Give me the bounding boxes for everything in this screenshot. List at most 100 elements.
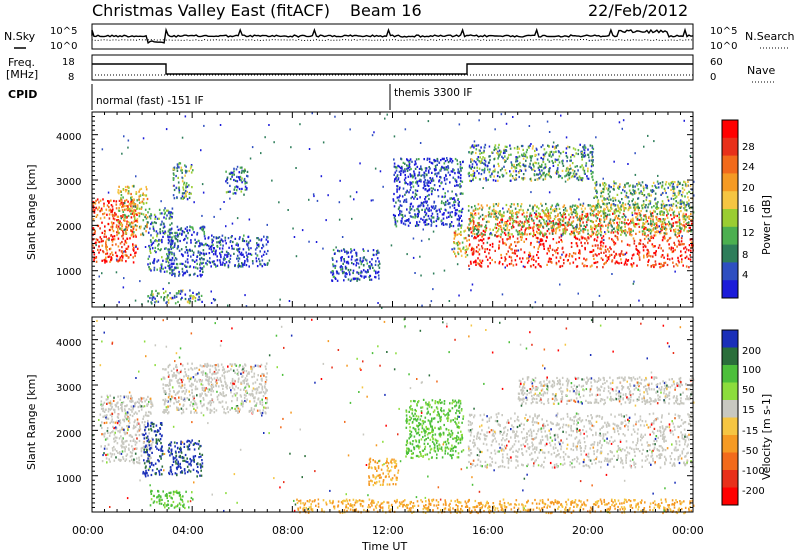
power-cell-2664 xyxy=(487,237,490,240)
power-cell-713 xyxy=(199,266,202,269)
power-cell-1219 xyxy=(244,169,246,172)
power-cell-1357 xyxy=(375,272,377,275)
power-cell-1024 xyxy=(216,241,218,244)
power-cell-1192 xyxy=(241,166,243,169)
power-cell-1006 xyxy=(220,250,223,254)
power-cell-396 xyxy=(139,225,141,228)
power-cell-1272 xyxy=(154,297,156,300)
power-cell-3549 xyxy=(643,225,645,228)
power-cell-1927 xyxy=(399,173,402,176)
power-cell-4378 xyxy=(689,184,692,187)
power-cell-3888 xyxy=(522,157,525,160)
power-cell-2953 xyxy=(679,243,681,246)
power-cell-3743 xyxy=(536,205,538,208)
power-cell-3000 xyxy=(492,205,495,208)
power-cell-4409 xyxy=(617,199,620,202)
power-cell-2543 xyxy=(613,241,615,244)
power-cell-963 xyxy=(234,237,237,240)
power-cell-888 xyxy=(246,255,249,259)
power-cell-2292 xyxy=(642,246,645,249)
power-cell-3390 xyxy=(566,221,569,224)
power-cell-614 xyxy=(151,242,154,245)
power-cell-3936 xyxy=(565,151,567,155)
power-cell-3772 xyxy=(529,162,531,165)
power-cell-3175 xyxy=(619,211,621,214)
power-cell-1329 xyxy=(331,257,334,260)
power-cell-647 xyxy=(170,268,173,271)
power-cell-1956 xyxy=(430,219,432,222)
power-cell-3679 xyxy=(599,226,602,229)
power-cell-2659 xyxy=(498,221,501,224)
power-cell-2018 xyxy=(437,189,439,192)
power-cell-2835 xyxy=(489,243,491,247)
power-cell-2603 xyxy=(468,264,470,267)
power-cell-1415 xyxy=(330,271,332,274)
power-cell-505 xyxy=(147,211,149,214)
power-cell-2236 xyxy=(547,247,549,250)
power-cell-1536 xyxy=(438,179,441,182)
power-cell-1698 xyxy=(458,218,460,221)
power-cell-696 xyxy=(202,258,204,261)
power-cell-2160 xyxy=(583,257,585,260)
power-cell-2577 xyxy=(663,256,665,259)
power-cell-1894 xyxy=(437,195,440,198)
power-cell-712 xyxy=(200,275,202,278)
power-cell-1253 xyxy=(169,292,171,295)
power-cell-1480 xyxy=(354,277,357,280)
power-cell-753 xyxy=(202,261,205,264)
power-cell-2831 xyxy=(625,251,628,254)
power-cell-72 xyxy=(125,241,128,244)
power-cell-1004 xyxy=(266,235,268,239)
power-cell-2258 xyxy=(642,249,645,252)
power-cell-1911 xyxy=(407,167,409,170)
power-cell-1152 xyxy=(172,194,175,197)
power-cell-1706 xyxy=(408,163,411,166)
power-cell-2058 xyxy=(456,244,459,247)
power-cell-1546 xyxy=(449,160,451,163)
power-cell-1381 xyxy=(340,259,343,262)
power-cell-3159 xyxy=(644,215,646,218)
power-cell-751 xyxy=(191,249,193,252)
power-cell-249 xyxy=(108,228,111,232)
power-cell-152 xyxy=(124,254,127,257)
power-cell-1508 xyxy=(424,211,426,214)
power-cell-2688 xyxy=(471,246,473,249)
power-cell-4759 xyxy=(360,271,362,274)
power-cell-1674 xyxy=(423,158,425,161)
power-cell-4529 xyxy=(678,192,681,195)
power-cell-2028 xyxy=(462,246,465,249)
power-cell-849 xyxy=(169,272,171,275)
power-cell-4182 xyxy=(539,165,541,168)
power-cell-363 xyxy=(121,227,123,230)
power-cell-2429 xyxy=(636,252,639,255)
power-cell-4305 xyxy=(625,191,628,194)
power-cell-843 xyxy=(171,272,174,275)
power-cell-2853 xyxy=(496,235,499,238)
power-cell-4328 xyxy=(609,190,611,193)
power-cell-2384 xyxy=(680,260,683,264)
power-cell-1336 xyxy=(360,275,363,278)
power-cell-1178 xyxy=(227,190,230,193)
power-cell-3667 xyxy=(493,208,495,211)
power-cell-2674 xyxy=(611,259,614,262)
power-cell-4778 xyxy=(447,190,449,193)
power-cell-734 xyxy=(182,272,185,275)
power-cell-2784 xyxy=(586,212,589,215)
power-cell-2444 xyxy=(552,254,554,257)
power-cell-1021 xyxy=(263,235,265,238)
power-cell-827 xyxy=(201,262,203,265)
power-cell-1816 xyxy=(428,207,430,210)
power-cell-844 xyxy=(180,253,183,256)
power-cell-1175 xyxy=(241,170,244,173)
power-cell-2512 xyxy=(561,224,563,227)
power-cell-1400 xyxy=(335,260,338,263)
power-cell-2946 xyxy=(552,228,555,231)
power-cell-4169 xyxy=(518,147,520,150)
power-cell-4167 xyxy=(483,146,486,149)
power-cell-4293 xyxy=(645,198,648,202)
power-cell-1812 xyxy=(441,165,443,168)
power-cell-1227 xyxy=(235,168,238,171)
power-cell-4699 xyxy=(384,117,386,120)
power-cell-4766 xyxy=(381,306,383,309)
power-cell-4788 xyxy=(127,146,129,149)
